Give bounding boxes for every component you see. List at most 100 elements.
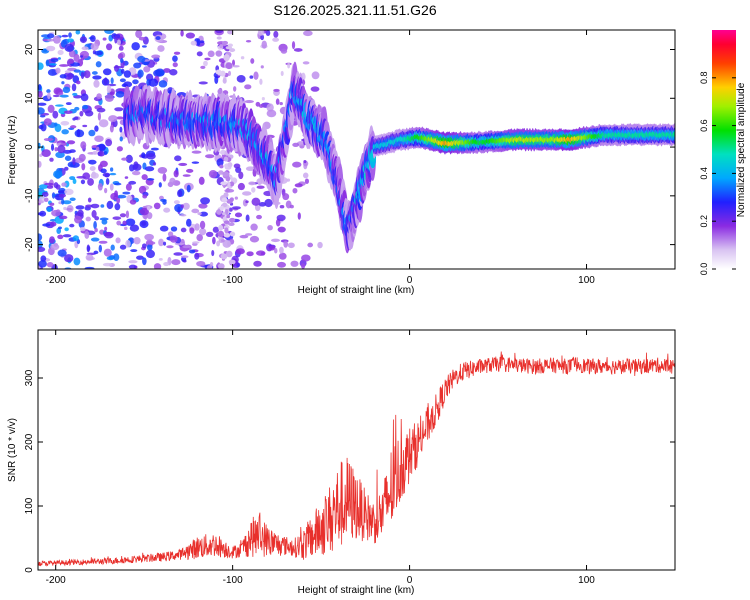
y-tick-label: 100 [24,497,35,514]
spectrogram-noise-blob [39,210,47,217]
spectrogram-noise-blob [54,147,58,152]
spectrogram-noise-blob [234,196,238,200]
spectrogram-noise-blob [59,74,67,79]
spectrogram-noise-blob [310,86,320,92]
spectrogram-noise-blob [169,235,178,243]
spectrogram-noise-blob [44,182,54,186]
spectrogram-noise-blob [39,153,43,158]
spectrogram-noise-blob [46,206,52,212]
spectrogram-noise-blob [80,179,86,185]
colorbar-tick-label: 0.4 [699,167,709,180]
spectrogram-noise-blob [55,67,61,74]
spectrogram-noise-blob [158,238,164,247]
spectrogram-noise-blob [157,45,165,52]
spectrogram-noise-blob [219,164,224,169]
spectrogram-noise-blob [144,233,154,241]
spectrogram-noise-blob [227,70,232,76]
spectrogram-noise-blob [199,40,205,44]
spectrogram-noise-blob [158,257,163,261]
spectrogram-noise-blob [287,62,291,69]
spectrogram-noise-blob [79,226,86,232]
spectrogram-noise-blob [110,77,114,84]
spectrogram-noise-blob [257,30,265,36]
spectrogram-noise-blob [103,77,108,86]
colorbar-tick-label: 0.2 [699,215,709,228]
spectrogram-noise-blob [211,249,215,257]
spectrogram-noise-blob [79,110,84,117]
spectrogram-noise-blob [186,184,191,193]
spectrogram-noise-blob [113,182,122,186]
spectrogram-noise-blob [109,91,115,95]
spectrogram-noise-blob [38,84,42,91]
spectrogram-noise-blob [109,172,117,176]
spectrogram-noise-blob [72,92,78,97]
spectrogram-noise-blob [293,48,303,52]
spectrogram-noise-blob [97,112,102,121]
colorbar-tick-label: 0.8 [699,72,709,85]
spectrogram-noise-blob [291,41,296,50]
spectrogram-noise-blob [46,261,54,268]
spectrogram-noise-blob [54,122,58,127]
spectrogram-noise-blob [153,202,161,210]
spectrogram-noise-blob [56,227,62,235]
spectrogram-noise-blob [186,168,194,173]
spectrogram-noise-blob [231,206,241,210]
spectrogram-noise-blob [222,171,230,177]
spectrogram-noise-blob [63,72,74,80]
spectrogram-noise-blob [58,193,66,198]
spectrogram-noise-blob [101,219,108,225]
spectrogram-noise-blob [81,163,86,171]
spectrogram-noise-blob [122,220,127,226]
spectrogram-noise-blob [301,263,306,269]
spectrogram-noise-blob [217,88,223,95]
spectrogram-noise-blob [261,40,267,49]
spectrogram-noise-blob [139,207,150,216]
spectrogram-noise-blob [136,255,144,260]
spectrogram-noise-blob [227,162,233,168]
figure-title: S126.2025.321.11.51.G26 [273,2,436,18]
spectrogram-noise-blob [105,43,113,51]
spectrogram-noise-blob [219,44,224,49]
spectrogram-noise-blob [118,45,124,51]
spectrogram-noise-blob [85,254,94,261]
spectrogram-noise-blob [87,178,94,186]
y-tick-label: -20 [24,237,35,252]
spectrogram-noise-blob [203,60,208,67]
spectrogram-noise-blob [292,161,302,168]
spectrogram-noise-blob [267,225,273,231]
spectrogram-noise-blob [57,249,67,257]
spectrogram-y-axis-label: Frequency (Hz) [7,116,18,185]
spectrogram-noise-blob [82,124,88,128]
spectrogram-noise-blob [196,233,203,242]
spectrogram-noise-blob [182,245,191,249]
spectrogram-noise-blob [98,244,103,253]
spectrogram-noise-blob [179,214,187,217]
spectrogram-noise-blob [251,187,256,193]
spectrogram-noise-blob [71,83,77,92]
spectrogram-noise-blob [216,240,221,247]
spectrogram-noise-blob [50,221,57,227]
spectrogram-noise-blob [171,259,181,266]
spectrogram-noise-blob [43,118,52,126]
spectrogram-x-axis-label: Height of straight line (km) [298,285,415,296]
spectrogram-noise-blob [265,30,271,36]
spectrogram-noise-blob [52,110,59,119]
spectrogram-ridge-cell [672,131,675,137]
spectrogram-noise-blob [79,36,87,44]
x-tick-label: -100 [223,575,243,586]
spectrogram-noise-blob [178,162,188,166]
spectrogram-noise-blob [48,63,57,66]
spectrogram-noise-blob [82,104,89,110]
spectrogram-noise-blob [72,235,79,242]
spectrogram-noise-blob [226,214,231,219]
spectrogram-noise-blob [132,163,142,171]
spectrogram-noise-blob [106,85,112,94]
spectrogram-noise-blob [275,98,280,105]
x-tick-label: 100 [578,575,595,586]
spectrogram-noise-blob [238,171,244,180]
spectrogram-noise-blob [105,177,110,185]
spectrogram-noise-blob [233,163,241,169]
spectrogram-noise-blob [260,34,265,41]
spectrogram-noise-blob [258,104,264,108]
spectrogram-noise-blob [220,239,225,243]
